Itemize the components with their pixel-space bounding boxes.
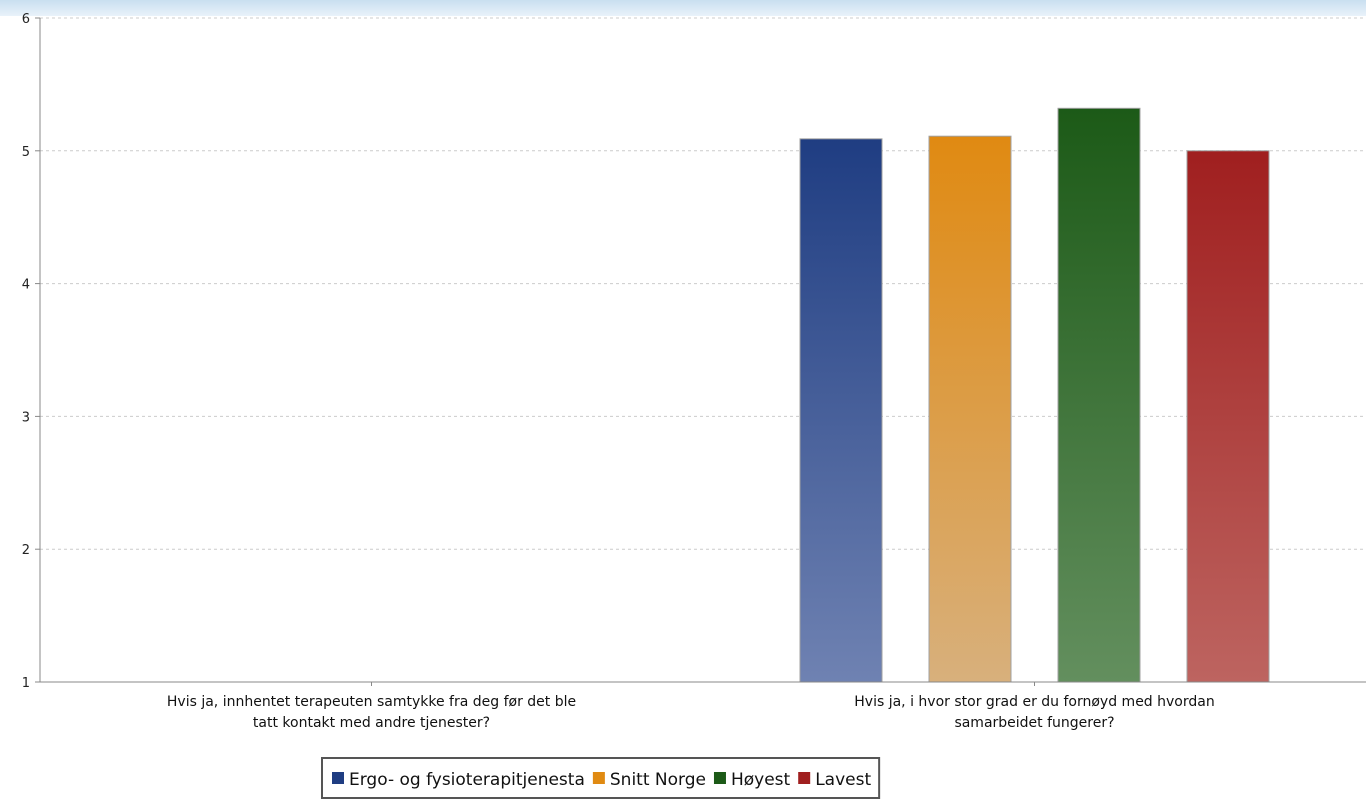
legend-label: Snitt Norge <box>610 770 706 790</box>
category-label: samarbeidet fungerer? <box>954 715 1114 731</box>
grid-layer <box>40 17 1366 550</box>
bar-layer <box>799 107 1270 683</box>
legend-swatch <box>592 772 605 784</box>
legend-swatch <box>713 772 726 784</box>
legend-box <box>321 757 881 799</box>
y-tick-label: 1 <box>22 676 30 691</box>
legend: Ergo- og fysioterapitjenesta Snitt Norge H… <box>321 757 881 799</box>
bar-h-yest <box>1057 107 1141 683</box>
y-tick-label: 2 <box>22 543 30 558</box>
legend-label: Lavest <box>815 770 871 790</box>
axis-layer: 1 2 3 4 5 6 <box>22 12 1366 691</box>
y-tick-label: 6 <box>22 12 30 27</box>
label-layer: Hvis ja, innhentet terapeuten samtykke f… <box>167 694 1215 731</box>
bar-snitt-norge <box>928 135 1012 683</box>
legend-label: Ergo- og fysioterapitjenesta <box>349 770 585 790</box>
category-label: Hvis ja, i hvor stor grad er du fornøyd … <box>854 694 1214 710</box>
top-band <box>0 0 1366 16</box>
y-tick-label: 4 <box>22 278 30 293</box>
bar-lavest <box>1186 150 1270 683</box>
y-tick-label: 3 <box>22 410 30 425</box>
y-tick-label: 5 <box>22 145 30 160</box>
legend-label: Høyest <box>731 770 791 790</box>
legend-swatch <box>332 772 344 784</box>
category-label: Hvis ja, innhentet terapeuten samtykke f… <box>167 694 576 710</box>
legend-swatch <box>798 772 811 784</box>
category-label: tatt kontakt med andre tjenester? <box>253 715 490 731</box>
bar-ergo-og-fysioterapitjenesta <box>799 138 883 683</box>
